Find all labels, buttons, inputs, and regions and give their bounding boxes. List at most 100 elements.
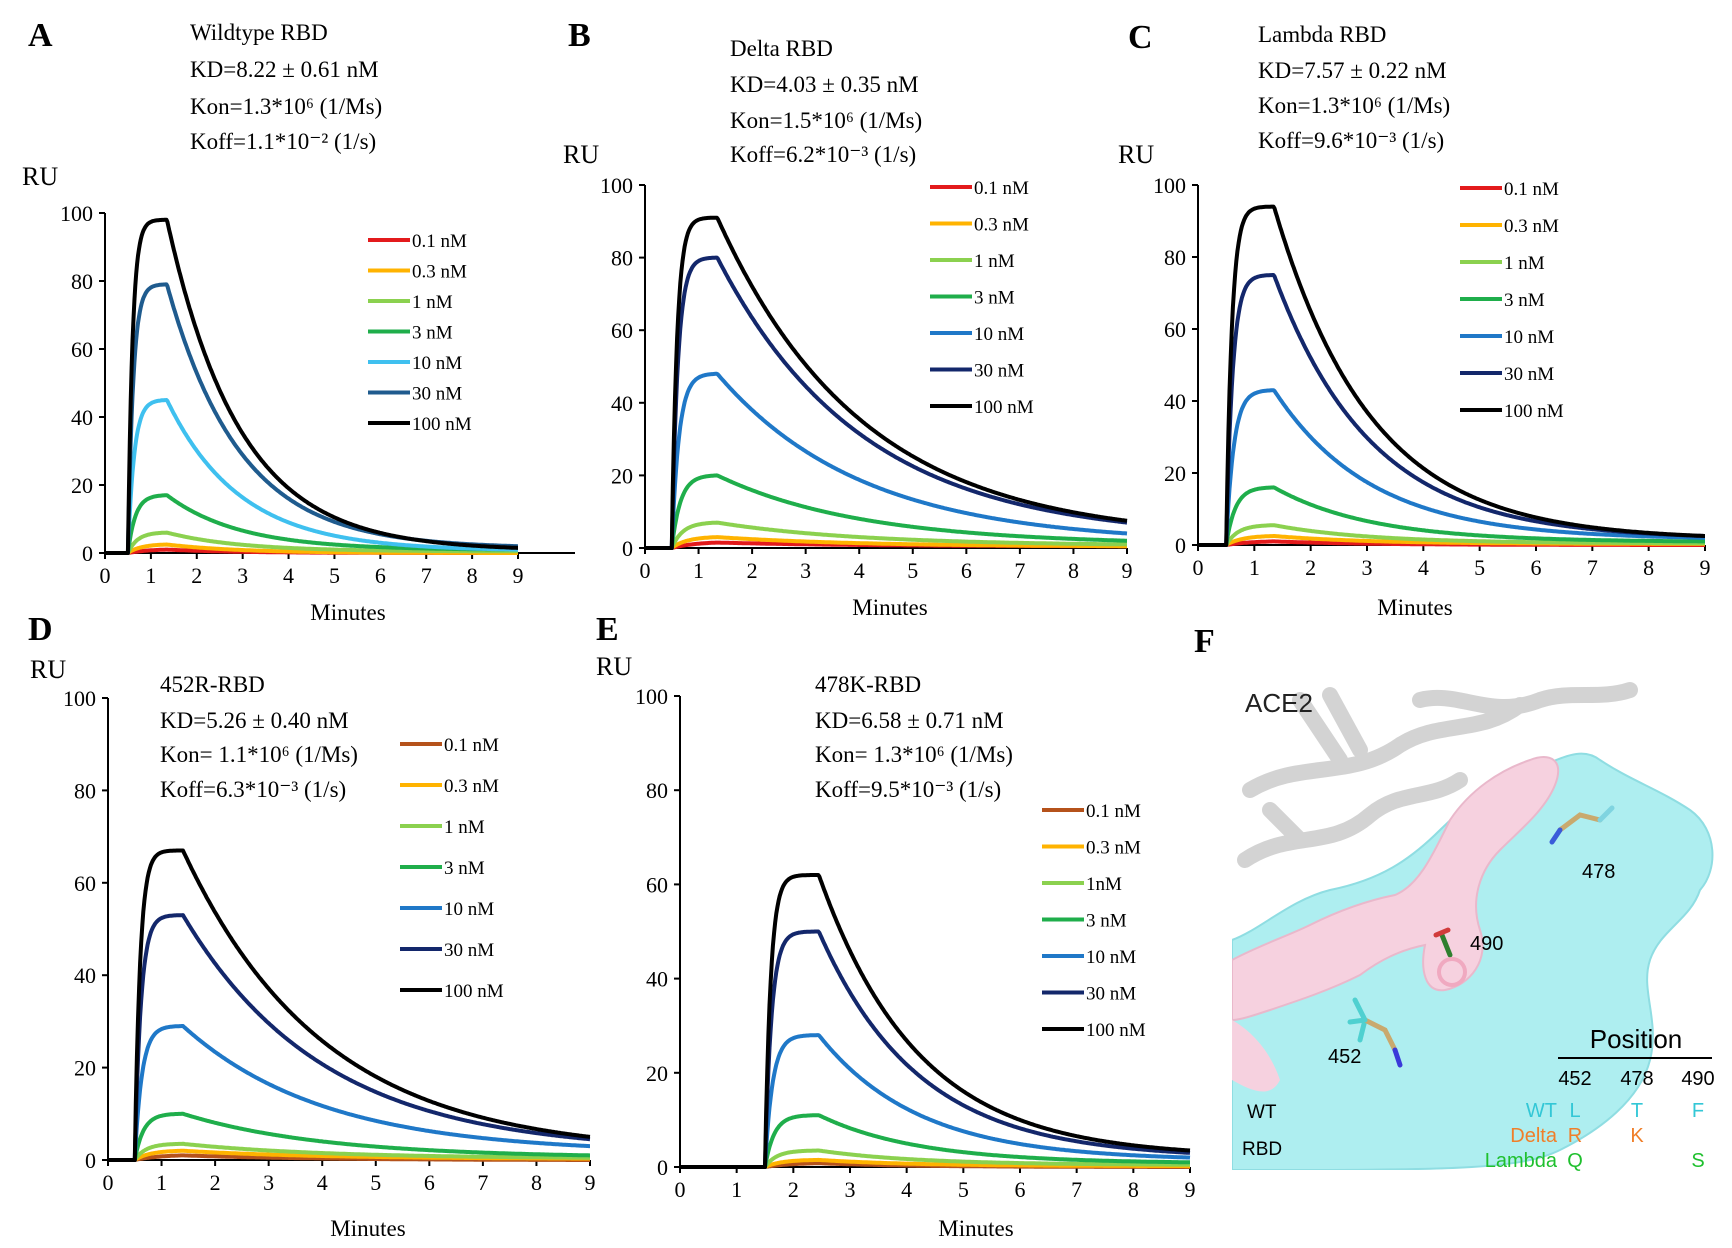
x-tick-label: 3 bbox=[237, 563, 248, 588]
y-tick-label: 80 bbox=[74, 778, 96, 803]
legend-label: 30 nM bbox=[1086, 984, 1136, 1005]
legend-label: 3 nM bbox=[974, 288, 1015, 309]
x-tick-label: 1 bbox=[145, 563, 156, 588]
x-tick-label: 1 bbox=[731, 1177, 742, 1202]
x-tick-label: 9 bbox=[513, 563, 524, 588]
x-tick-label: 9 bbox=[1185, 1177, 1196, 1202]
position-header: Position bbox=[1590, 1024, 1683, 1054]
legend-label: 0.1 nM bbox=[444, 735, 499, 756]
x-tick-label: 8 bbox=[1068, 558, 1079, 583]
series-line-0.3nm bbox=[644, 535, 1128, 550]
panel-b: B Delta RBD KD=4.03 ± 0.35 nM Kon=1.5*10… bbox=[563, 17, 1133, 620]
x-tick-label: 0 bbox=[640, 558, 651, 583]
legend-label: 10 nM bbox=[974, 324, 1024, 345]
panel-d-title: 452R-RBD bbox=[160, 672, 265, 697]
legend-label: 30 nM bbox=[412, 384, 462, 405]
x-tick-label: 7 bbox=[1587, 555, 1598, 580]
panel-b-title: Delta RBD bbox=[730, 36, 833, 61]
x-tick-label: 9 bbox=[585, 1170, 596, 1195]
x-tick-label: 9 bbox=[1122, 558, 1133, 583]
x-tick-label: 0 bbox=[103, 1170, 114, 1195]
y-tick-label: 60 bbox=[71, 337, 93, 362]
x-tick-label: 7 bbox=[1014, 558, 1025, 583]
panel-b-kd: KD=4.03 ± 0.35 nM bbox=[730, 72, 919, 97]
position-490: 490 bbox=[1681, 1068, 1714, 1090]
y-tick-label: 40 bbox=[646, 967, 668, 992]
series-line-100nm bbox=[1197, 204, 1706, 547]
series-line-100nm bbox=[679, 873, 1191, 1169]
y-tick-label: 20 bbox=[1164, 461, 1186, 486]
panel-e-marks: 0 1 2 3 4 5 6 7 8 9 0 20 40 60 80 100 0.1 nM 0.3 nM 1nM 3 n… bbox=[635, 684, 1196, 1202]
series-line-3nm bbox=[644, 473, 1128, 550]
panel-a-ylabel: RU bbox=[22, 162, 58, 191]
panel-b-kon: Kon=1.5*10⁶ (1/Ms) bbox=[730, 108, 922, 133]
y-tick-label: 80 bbox=[611, 246, 633, 271]
y-tick-label: 0 bbox=[622, 536, 633, 561]
x-tick-label: 2 bbox=[1305, 555, 1316, 580]
panel-a-kon: Kon=1.3*10⁶ (1/Ms) bbox=[190, 94, 382, 119]
x-tick-label: 4 bbox=[854, 558, 865, 583]
panel-c-kon: Kon=1.3*10⁶ (1/Ms) bbox=[1258, 93, 1450, 118]
panel-e-kon: Kon= 1.3*10⁶ (1/Ms) bbox=[815, 742, 1013, 767]
panel-label-d: D bbox=[28, 611, 53, 648]
row-delta-name: Delta bbox=[1510, 1125, 1558, 1147]
y-tick-label: 100 bbox=[635, 684, 668, 709]
structure-image bbox=[1232, 668, 1718, 1170]
x-tick-label: 2 bbox=[788, 1177, 799, 1202]
series-line-100nm bbox=[644, 215, 1128, 550]
rbd-surface-variant bbox=[1232, 756, 1560, 1022]
y-tick-label: 0 bbox=[85, 1148, 96, 1173]
row-lambda-name: Lambda bbox=[1485, 1150, 1558, 1172]
x-tick-label: 7 bbox=[421, 563, 432, 588]
x-tick-label: 6 bbox=[1015, 1177, 1026, 1202]
residue-478-sticks bbox=[1549, 805, 1615, 845]
x-tick-label: 5 bbox=[370, 1170, 381, 1195]
panel-b-koff: Koff=6.2*10⁻³ (1/s) bbox=[730, 142, 916, 167]
panel-d-marks: 0 1 2 3 4 5 6 7 8 9 0 20 40 60 80 100 0.1 nM 0.3 nM 1 nM 3 … bbox=[63, 686, 596, 1195]
panel-label-a: A bbox=[28, 17, 53, 54]
series-line-30nm bbox=[1197, 273, 1706, 547]
row-wt-478: T bbox=[1631, 1100, 1643, 1122]
panel-d-kd: KD=5.26 ± 0.40 nM bbox=[160, 708, 349, 733]
row-wt-490: F bbox=[1692, 1100, 1704, 1122]
x-tick-label: 1 bbox=[693, 558, 704, 583]
x-tick-label: 6 bbox=[375, 563, 386, 588]
legend-label: 0.3 nM bbox=[444, 776, 499, 797]
row-lambda-452: Q bbox=[1567, 1150, 1583, 1172]
residue-452-sticks bbox=[1347, 997, 1403, 1068]
series-line-1nm bbox=[644, 520, 1128, 550]
x-tick-label: 2 bbox=[210, 1170, 221, 1195]
panel-e-ylabel: RU bbox=[596, 652, 632, 681]
y-tick-label: 80 bbox=[71, 269, 93, 294]
legend-label: 1 nM bbox=[974, 251, 1015, 272]
panel-c: C Lambda RBD KD=7.57 ± 0.22 nM Kon=1.3*1… bbox=[1118, 19, 1711, 620]
y-tick-label: 40 bbox=[1164, 389, 1186, 414]
y-tick-label: 40 bbox=[611, 391, 633, 416]
x-tick-label: 3 bbox=[1362, 555, 1373, 580]
y-tick-label: 0 bbox=[657, 1155, 668, 1180]
y-tick-label: 100 bbox=[63, 686, 96, 711]
panel-a-koff: Koff=1.1*10⁻² (1/s) bbox=[190, 129, 376, 154]
y-tick-label: 100 bbox=[1153, 173, 1186, 198]
panel-label-c: C bbox=[1128, 19, 1153, 56]
series-line-10nm bbox=[644, 371, 1128, 550]
series-line-30nm bbox=[107, 913, 591, 1162]
legend-label: 0.3 nM bbox=[412, 262, 467, 283]
panel-d: D 452R-RBD KD=5.26 ± 0.40 nM Kon= 1.1*10… bbox=[28, 611, 596, 1241]
x-tick-label: 8 bbox=[1643, 555, 1654, 580]
x-tick-label: 2 bbox=[747, 558, 758, 583]
position-452: 452 bbox=[1558, 1068, 1591, 1090]
panel-e-kd: KD=6.58 ± 0.71 nM bbox=[815, 708, 1004, 733]
series-line-100nm bbox=[103, 217, 520, 555]
legend-label: 3 nM bbox=[444, 858, 485, 879]
panel-d-xlabel: Minutes bbox=[330, 1216, 405, 1241]
panel-b-ylabel: RU bbox=[563, 140, 599, 169]
x-tick-label: 8 bbox=[531, 1170, 542, 1195]
y-tick-label: 20 bbox=[71, 473, 93, 498]
y-tick-label: 60 bbox=[1164, 317, 1186, 342]
series-line-30nm bbox=[644, 255, 1128, 550]
x-tick-label: 3 bbox=[845, 1177, 856, 1202]
x-tick-label: 4 bbox=[901, 1177, 912, 1202]
legend-label: 10 nM bbox=[444, 899, 494, 920]
legend-label: 0.1 nM bbox=[1504, 179, 1559, 200]
